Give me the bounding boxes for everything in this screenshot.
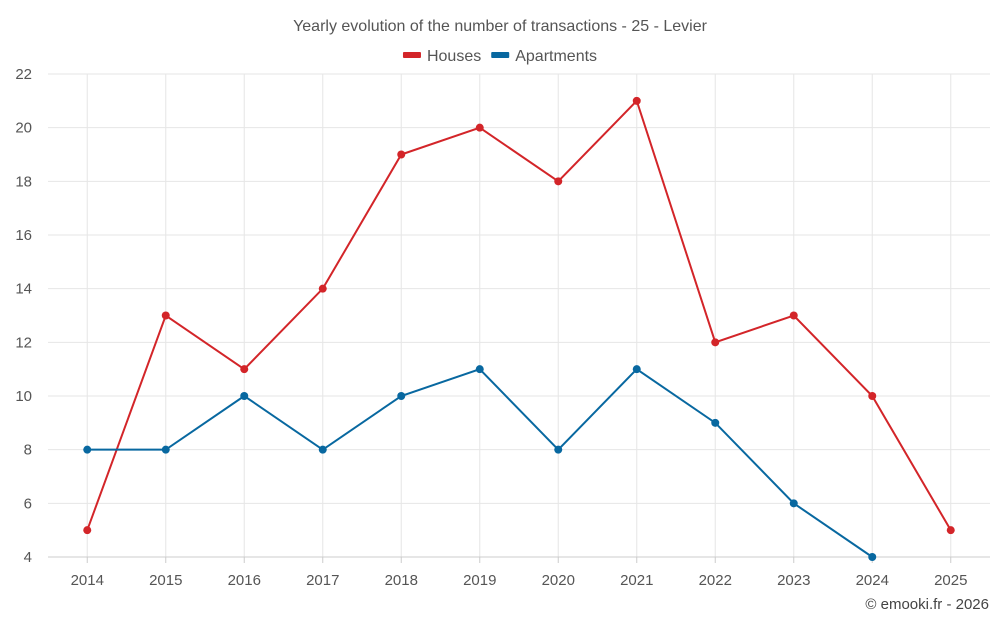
credit-text: © emooki.fr - 2026	[865, 596, 989, 613]
series-houses	[83, 96, 955, 535]
data-point[interactable]	[946, 526, 955, 535]
y-tick-label: 20	[15, 120, 32, 137]
x-tick-label: 2015	[149, 572, 182, 589]
x-tick-label: 2017	[306, 572, 339, 589]
legend: Houses Apartments	[402, 48, 597, 65]
legend-item-houses[interactable]: Houses	[427, 48, 481, 65]
y-tick-label: 10	[15, 388, 32, 405]
x-tick-label: 2022	[699, 572, 732, 589]
x-tick-label: 2018	[385, 572, 418, 589]
data-point[interactable]	[397, 392, 406, 400]
x-tick-label: 2025	[934, 572, 967, 589]
data-point[interactable]	[868, 392, 877, 400]
y-tick-label: 18	[15, 173, 32, 190]
legend-swatch	[402, 52, 421, 58]
data-point[interactable]	[554, 445, 563, 454]
y-tick-label: 8	[24, 442, 32, 459]
data-point[interactable]	[632, 365, 641, 374]
data-point[interactable]	[789, 499, 798, 508]
x-axis: 2014 2015 2016 2017 2018 2019 2020 2021 2022 2023…	[48, 556, 990, 589]
x-tick-label: 2016	[228, 572, 261, 589]
data-point[interactable]	[475, 365, 484, 374]
data-point[interactable]	[868, 553, 877, 561]
grid	[48, 73, 990, 558]
data-point[interactable]	[318, 445, 327, 454]
data-point[interactable]	[554, 177, 563, 186]
data-point[interactable]	[711, 418, 720, 427]
data-point[interactable]	[83, 445, 92, 454]
x-tick-label: 2023	[777, 572, 810, 589]
x-tick-label: 2014	[71, 572, 104, 589]
y-axis: 4 6 8 10 12 14 16 18 20 22	[15, 66, 32, 566]
data-point[interactable]	[240, 365, 249, 374]
series-apartments	[83, 365, 877, 561]
data-point[interactable]	[83, 526, 92, 535]
data-point[interactable]	[711, 338, 720, 347]
y-tick-label: 16	[15, 227, 32, 244]
y-tick-label: 4	[24, 549, 32, 566]
x-tick-label: 2020	[542, 572, 575, 589]
data-point[interactable]	[161, 445, 170, 454]
legend-item-apartments[interactable]: Apartments	[515, 48, 597, 65]
data-point[interactable]	[318, 284, 327, 293]
y-tick-label: 22	[15, 66, 32, 83]
y-tick-label: 12	[15, 334, 32, 351]
x-tick-label: 2019	[463, 572, 496, 589]
data-point[interactable]	[397, 150, 406, 159]
series-group	[83, 96, 955, 561]
data-point[interactable]	[632, 96, 641, 105]
y-tick-label: 6	[24, 495, 32, 512]
data-point[interactable]	[789, 311, 798, 320]
data-point[interactable]	[161, 311, 170, 320]
data-point[interactable]	[240, 392, 249, 400]
series-line	[86, 98, 952, 531]
legend-swatch	[491, 52, 510, 58]
y-tick-label: 14	[15, 281, 32, 298]
data-point[interactable]	[475, 123, 484, 132]
x-tick-label: 2021	[620, 572, 653, 589]
x-tick-label: 2024	[856, 572, 889, 589]
chart-title: Yearly evolution of the number of transa…	[293, 18, 708, 35]
